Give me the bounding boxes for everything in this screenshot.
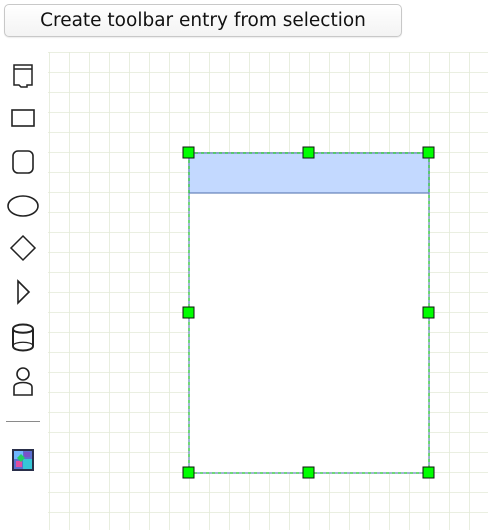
palette-item-rhombus[interactable] [0, 228, 46, 268]
shape-palette [0, 52, 46, 530]
swimlane-shape[interactable] [188, 152, 430, 474]
resize-handle-top[interactable] [302, 146, 315, 159]
palette-item-triangle[interactable] [0, 272, 46, 312]
diagram-canvas-svg [48, 52, 488, 530]
resize-handle-bottom[interactable] [302, 466, 315, 479]
ellipse-tool-icon [6, 194, 40, 218]
palette-item-cylinder[interactable] [0, 318, 46, 358]
rectangle-tool-icon [10, 107, 36, 129]
palette-item-rectangle[interactable] [0, 98, 46, 138]
resize-handle-left[interactable] [182, 306, 195, 319]
palette-separator [6, 421, 40, 422]
actor-tool-icon [10, 366, 36, 398]
custom-entry-tool-icon [11, 448, 35, 472]
rounded-rectangle-tool-icon [10, 149, 36, 175]
swimlane-tool-icon [12, 63, 34, 89]
resize-handle-bottom-right[interactable] [422, 466, 435, 479]
palette-item-rounded-rectangle[interactable] [0, 142, 46, 182]
palette-item-swimlane[interactable] [0, 56, 46, 96]
resize-handle-bottom-left[interactable] [182, 466, 195, 479]
diagram-canvas[interactable] [48, 52, 488, 530]
swimlane-header[interactable] [188, 152, 430, 194]
triangle-tool-icon [12, 278, 34, 306]
palette-item-actor[interactable] [0, 362, 46, 402]
resize-handle-top-right[interactable] [422, 146, 435, 159]
swimlane-body[interactable] [188, 152, 430, 474]
palette-item-ellipse[interactable] [0, 186, 46, 226]
rhombus-tool-icon [8, 234, 38, 262]
create-toolbar-entry-button[interactable]: Create toolbar entry from selection [4, 4, 402, 37]
resize-handle-top-left[interactable] [182, 146, 195, 159]
cylinder-tool-icon [10, 322, 36, 354]
palette-item-custom-entry[interactable] [0, 440, 46, 480]
resize-handle-right[interactable] [422, 306, 435, 319]
